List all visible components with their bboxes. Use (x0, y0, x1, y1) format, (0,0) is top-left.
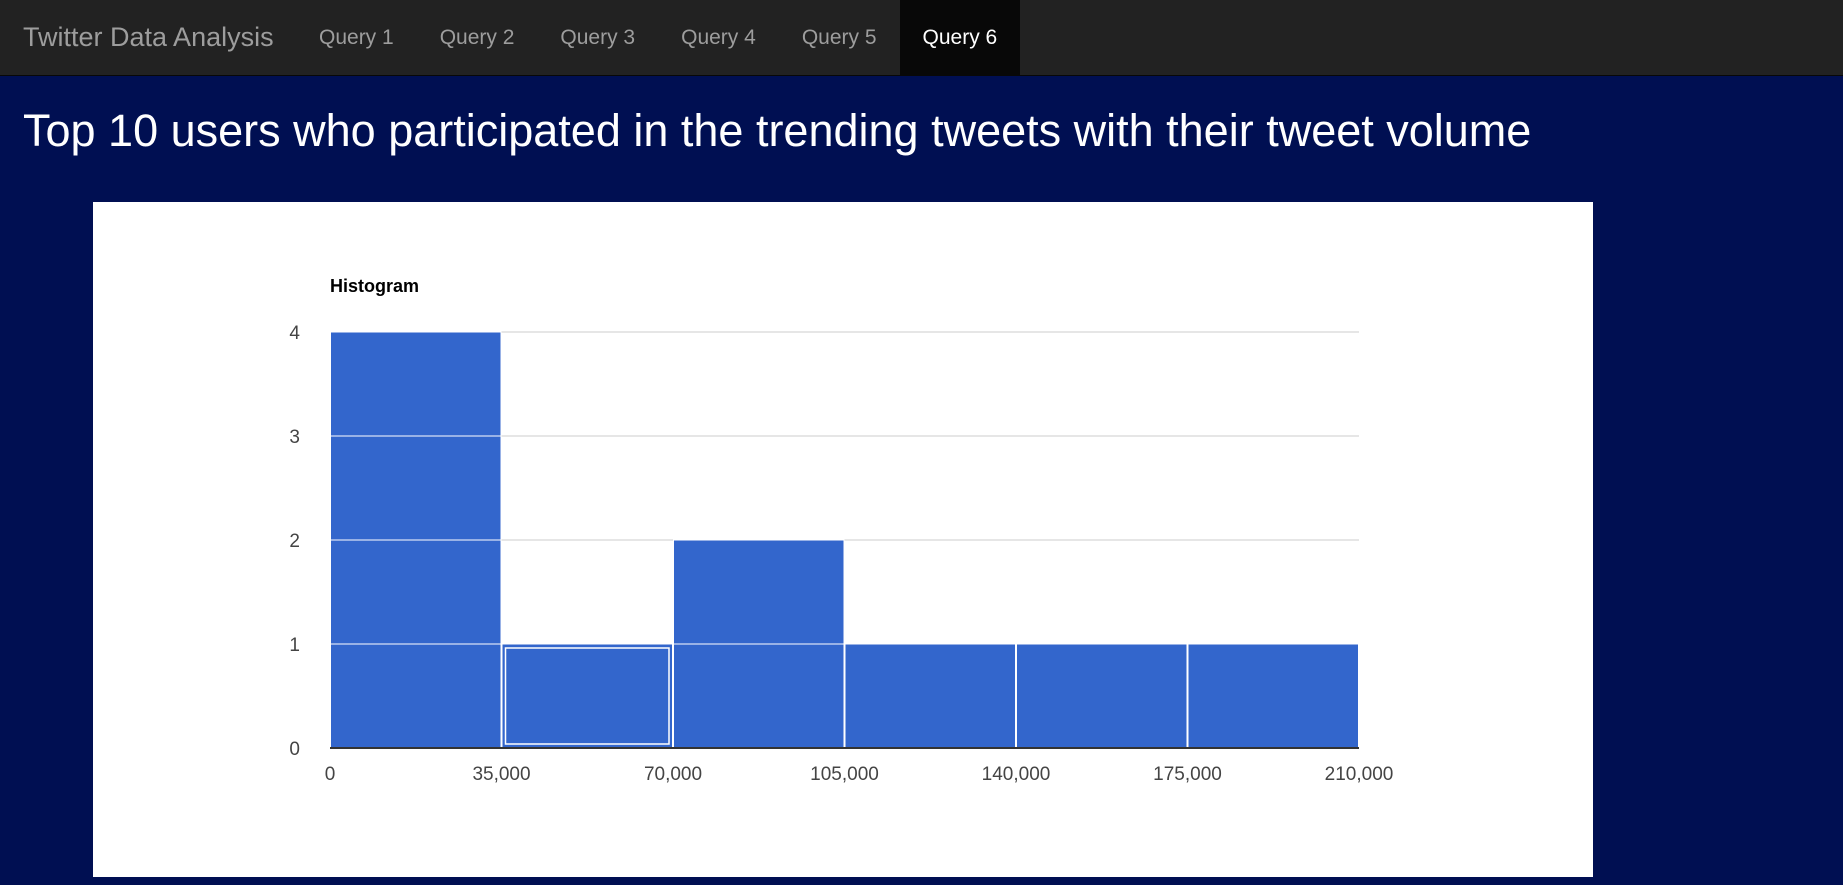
chart-card: Histogram 0 1 2 3 4 0 35,000 70,000 105,000 140,00… (93, 202, 1593, 877)
x-tick-label-6: 210,000 (1325, 764, 1394, 785)
nav-item-query-3[interactable]: Query 3 (560, 26, 636, 49)
histogram-bar-4-unit-0[interactable] (1016, 643, 1188, 749)
x-tick-label-2: 70,000 (644, 764, 702, 785)
x-tick-label-4: 140,000 (982, 764, 1051, 785)
histogram-bar-4[interactable] (1016, 643, 1188, 749)
nav-item-query-4[interactable]: Query 4 (681, 26, 756, 49)
x-tick-label-0: 0 (325, 764, 336, 785)
nav-item-query-5[interactable]: Query 5 (801, 26, 877, 49)
y-tick-label-0: 0 (289, 739, 300, 760)
y-tick-label-2: 2 (289, 531, 300, 552)
nav-item-query-1[interactable]: Query 1 (319, 26, 394, 49)
histogram-bar-0-unit-1[interactable] (330, 539, 502, 645)
histogram-bar-5-unit-0[interactable] (1187, 643, 1359, 749)
histogram-bar-2[interactable] (673, 539, 845, 749)
nav-menu: Query 1 Query 2 Query 3 Query 4 Query 5 … (296, 0, 1021, 75)
histogram-bar-2-unit-0[interactable] (673, 643, 845, 749)
x-tick-label-3: 105,000 (810, 764, 879, 785)
histogram-bar-0[interactable] (330, 331, 502, 749)
y-tick-label-1: 1 (289, 635, 300, 656)
histogram-bar-1-unit-0[interactable] (501, 643, 673, 749)
histogram-bar-0-unit-0[interactable] (330, 643, 502, 749)
histogram-bar-0-unit-2[interactable] (330, 435, 502, 541)
histogram-bar-3-unit-0[interactable] (844, 643, 1016, 749)
histogram-bar-0-unit-3[interactable] (330, 331, 502, 437)
y-tick-label-4: 4 (289, 323, 300, 344)
histogram-bar-3[interactable] (844, 643, 1016, 749)
page-heading: Top 10 users who participated in the tre… (23, 105, 1532, 156)
nav-item-query-2[interactable]: Query 2 (439, 26, 515, 49)
brand-link[interactable]: Twitter Data Analysis (23, 22, 274, 52)
histogram-bar-1[interactable] (501, 643, 673, 749)
nav-item-query-6[interactable]: Query 6 (899, 0, 1021, 75)
chart-title: Histogram (330, 276, 419, 296)
navbar: Twitter Data Analysis Query 1 Query 2 Qu… (0, 0, 1843, 76)
selected-bar-highlight (504, 647, 670, 745)
histogram-bar-5[interactable] (1187, 643, 1359, 749)
x-tick-label-1: 35,000 (472, 764, 530, 785)
histogram-bar-2-unit-1[interactable] (673, 539, 845, 645)
x-tick-label-5: 175,000 (1153, 764, 1222, 785)
histogram-chart: Histogram 0 1 2 3 4 0 35,000 70,000 105,000 140,00… (289, 276, 1394, 785)
y-tick-label-3: 3 (289, 427, 300, 448)
